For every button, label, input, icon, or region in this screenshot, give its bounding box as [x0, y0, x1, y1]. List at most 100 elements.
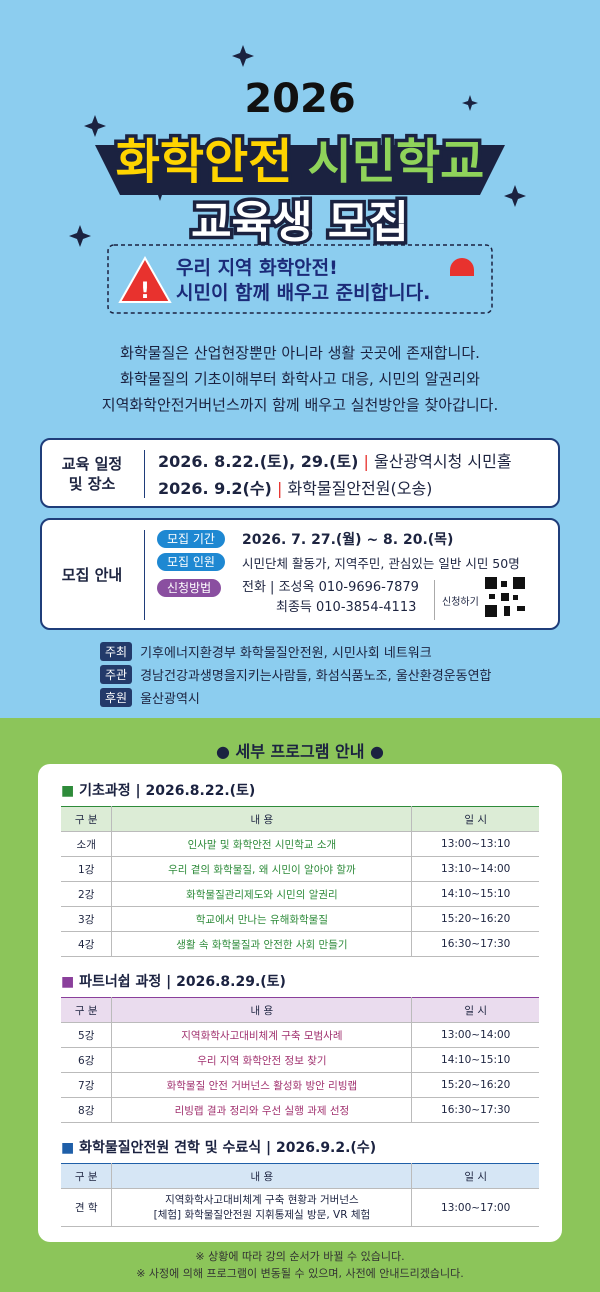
place: 울산광역시청 시민홀 — [374, 452, 512, 471]
cell: 우리 지역 화학안전 정보 찾기 — [111, 1047, 412, 1073]
capacity: 시민단체 활동가, 지역주민, 관심있는 일반 시민 50명 — [242, 556, 520, 571]
bullet: ■ — [61, 783, 80, 799]
bullet: ■ — [61, 974, 80, 990]
place: 화학물질안전원(오송) — [287, 479, 433, 498]
schedule-line: 2026. 8.22.(토), 29.(토) | 울산광역시청 시민홀 — [158, 452, 512, 471]
row: 8강 리빙랩 결과 정리와 우선 실행 과제 선정 16:30~17:30 — [61, 1097, 539, 1123]
tag: 모집 기간 — [157, 530, 225, 548]
slogan-line: 시민이 함께 배우고 준비합니다. — [176, 282, 431, 304]
cell: 5강 — [61, 1022, 112, 1048]
cell-line: 지역화학사고대비체계 구축 현황과 거버넌스 — [165, 1193, 359, 1206]
note: ※ 사정에 의해 프로그램이 변동될 수 있으며, 사전에 안내드리겠습니다. — [136, 1267, 464, 1280]
section-title-text: 기초과정 | 2026.8.22.(토) — [79, 783, 256, 799]
section-title: ■ 기초과정 | 2026.8.22.(토) — [61, 780, 539, 800]
organizer: 후원 울산광역시 — [100, 688, 200, 707]
period: 2026. 7. 27.(월) ~ 8. 20.(목) — [242, 532, 454, 548]
column-header: 구 분 — [61, 997, 112, 1023]
intro-line: 화학물질의 기초이해부터 화학사고 대응, 시민의 알권리와 — [120, 370, 480, 388]
role: 주최 — [100, 642, 133, 661]
cell: 6강 — [61, 1047, 112, 1073]
tag: 모집 인원 — [157, 553, 225, 571]
title-part1: 화학안전 — [112, 131, 296, 194]
cell: 우리 곁의 화학물질, 왜 시민이 알아야 할까 — [111, 856, 412, 882]
section-title: ■ 화학물질안전원 견학 및 수료식 | 2026.9.2.(수) — [61, 1137, 539, 1157]
schedule-box: 교육 일정 및 장소 2026. 8.22.(토), 29.(토) | 울산광역… — [40, 438, 560, 508]
cell: 지역화학사고대비체계 구축 모범사례 — [111, 1022, 412, 1048]
column-header: 내 용 — [111, 997, 412, 1023]
organizer: 주최 기후에너지환경부 화학물질안전원, 시민사회 네트워크 — [100, 642, 432, 661]
cell: 8강 — [61, 1097, 112, 1123]
row: 견 학 지역화학사고대비체계 구축 현황과 거버넌스 [체험] 화학물질안전원 지휘… — [61, 1188, 539, 1227]
role: 후원 — [100, 688, 133, 707]
label-line: 교육 일정 — [61, 455, 123, 473]
cell: 14:10~15:10 — [411, 881, 539, 907]
cell: 13:10~14:00 — [411, 856, 539, 882]
cell: 4강 — [61, 931, 112, 957]
program-section: ● 세부 프로그램 안내 ● ■ 기초과정 | 2026.8.22.(토) 구 분… — [0, 718, 600, 1292]
row: 1강 우리 곁의 화학물질, 왜 시민이 알아야 할까 13:10~14:00 — [61, 856, 539, 882]
program-heading: ● 세부 프로그램 안내 ● — [216, 742, 384, 761]
row: 6강 우리 지역 화학안전 정보 찾기 14:10~15:10 — [61, 1047, 539, 1073]
svg-text:!: ! — [140, 279, 150, 304]
slogan: 우리 지역 화학안전! 시민이 함께 배우고 준비합니다. — [176, 256, 430, 306]
cell: 3강 — [61, 906, 112, 932]
apply-button[interactable]: 신청하기 — [442, 597, 479, 608]
intro-line: 화학물질은 산업현장뿐만 아니라 생활 곳곳에 존재합니다. — [120, 344, 480, 362]
column-header: 일 시 — [411, 1163, 539, 1189]
heading-text: 세부 프로그램 안내 — [235, 742, 365, 761]
cell: 소개 — [61, 831, 112, 857]
date: 2026. 8.22.(토), 29.(토) — [158, 452, 359, 471]
contacts: 전화 | 조성옥 010-9696-7879 최종득 010-3854-4113 — [242, 578, 419, 618]
organizer: 주관 경남건강과생명을지키는사람들, 화섬식품노조, 울산환경운동연합 — [100, 665, 492, 684]
cell: 학교에서 만나는 유해화학물질 — [111, 906, 412, 932]
cell: 견 학 — [61, 1188, 112, 1227]
top-section: ! 2026 화학안전 시민학교 교육생 모집 우리 지역 화학안전! 시민이 … — [0, 0, 600, 718]
title-part2: 시민학교 — [304, 131, 488, 194]
row: 4강 생활 속 화학물질과 안전한 사회 만들기 16:30~17:30 — [61, 931, 539, 957]
column-header: 일 시 — [411, 806, 539, 832]
column-header: 구 분 — [61, 806, 112, 832]
subtitle: 교육생 모집 — [188, 194, 413, 252]
cell: 15:20~16:20 — [411, 1072, 539, 1098]
schedule-line: 2026. 9.2(수) | 화학물질안전원(오송) — [158, 479, 433, 498]
date: 2026. 9.2(수) — [158, 479, 272, 498]
contact: 전화 | 조성옥 010-9696-7879 — [242, 580, 419, 595]
row: 2강 화학물질관리제도와 시민의 알권리 14:10~15:10 — [61, 881, 539, 907]
cell: 리빙랩 결과 정리와 우선 실행 과제 선정 — [111, 1097, 412, 1123]
intro-line: 지역화학안전거버넌스까지 함께 배우고 실천방안을 찾아갑니다. — [101, 396, 499, 414]
schedule-label: 교육 일정 및 장소 — [42, 454, 142, 494]
column-header: 내 용 — [111, 1163, 412, 1189]
notes: ※ 상황에 따라 강의 순서가 바뀔 수 있습니다. ※ 사정에 의해 프로그램… — [0, 1248, 600, 1282]
names: 기후에너지환경부 화학물질안전원, 시민사회 네트워크 — [140, 646, 432, 661]
row: 3강 학교에서 만나는 유해화학물질 15:20~16:20 — [61, 906, 539, 932]
qr-code — [484, 576, 526, 618]
cell: 13:00~14:00 — [411, 1022, 539, 1048]
schedule-lines: 2026. 8.22.(토), 29.(토) | 울산광역시청 시민홀 2026… — [158, 448, 512, 502]
decoration: ! — [69, 45, 526, 314]
cell: 생활 속 화학물질과 안전한 사회 만들기 — [111, 931, 412, 957]
column-header: 내 용 — [111, 806, 412, 832]
cell: 13:00~13:10 — [411, 831, 539, 857]
label-line: 및 장소 — [68, 475, 116, 493]
section-title-text: 화학물질안전원 견학 및 수료식 | 2026.9.2.(수) — [79, 1140, 377, 1156]
cell: 15:20~16:20 — [411, 906, 539, 932]
cell: 16:30~17:30 — [411, 931, 539, 957]
cell: 13:00~17:00 — [411, 1188, 539, 1227]
column-header: 구 분 — [61, 1163, 112, 1189]
bullet: ■ — [61, 1140, 80, 1156]
year: 2026 — [244, 76, 356, 122]
cell: 지역화학사고대비체계 구축 현황과 거버넌스 [체험] 화학물질안전원 지휘통제실… — [111, 1188, 412, 1227]
cell: 7강 — [61, 1072, 112, 1098]
names: 울산광역시 — [140, 692, 200, 707]
recruit-box: 모집 안내 모집 기간 2026. 7. 27.(월) ~ 8. 20.(목) … — [40, 518, 560, 630]
names: 경남건강과생명을지키는사람들, 화섬식품노조, 울산환경운동연합 — [140, 669, 492, 684]
cell: 화학물질 안전 거버넌스 활성화 방안 리빙랩 — [111, 1072, 412, 1098]
